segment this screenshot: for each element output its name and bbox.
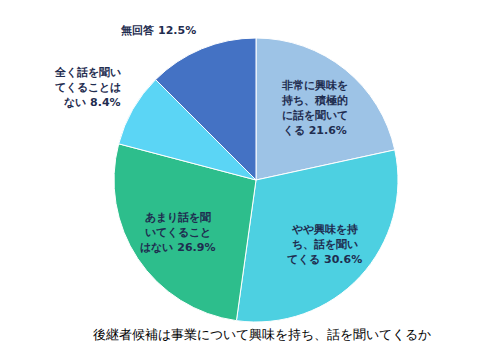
svg-text:非常に興味を持ち、積極的に話を聞いてくる 21.6%: 非常に興味を持ち、積極的に話を聞いてくる 21.6% (281, 78, 348, 136)
svg-text:全く話を聞いてくることはない 8.4%: 全く話を聞いてくることはない 8.4% (54, 66, 121, 109)
svg-text:やや興味を持ち、話を聞いてくる 30.6%: やや興味を持ち、話を聞いてくる 30.6% (287, 222, 362, 265)
svg-text:あまり話を聞いてくることはない 26.9%: あまり話を聞いてくることはない 26.9% (140, 210, 215, 253)
svg-text:無回答 12.5%: 無回答 12.5% (120, 23, 196, 36)
html-text:後継者候補は事業について興味を持ち、話を聞いてくるか: 後継者候補は事業について興味を持ち、話を聞いてくるか (93, 327, 431, 342)
